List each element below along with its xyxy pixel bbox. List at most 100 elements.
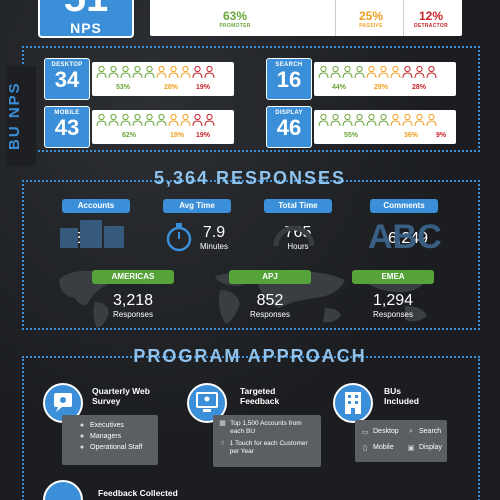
detractor-label: DETRACTOR — [414, 23, 448, 29]
stat-unit: Hours — [287, 242, 309, 251]
stat-value: 6,249 — [387, 230, 429, 247]
region-value: 1,294 — [372, 292, 414, 309]
bu-detractor-pct: 19% — [196, 84, 211, 91]
bu-tile-label: DESKTOP — [51, 62, 83, 68]
bu-tile-label: SEARCH — [275, 62, 303, 68]
display-icon: ▣ — [407, 444, 415, 452]
bus-title: BUs Included — [384, 386, 419, 406]
mobile-icon: ▯ — [363, 444, 367, 452]
program-title: PROGRAM APPROACH — [133, 346, 367, 366]
list-item: ▯ Mobile — [361, 442, 407, 453]
bu-tile-score: 43 — [54, 115, 80, 140]
promoter-label: PROMOTER — [219, 23, 251, 29]
detractor-pct: 12% — [418, 9, 444, 23]
bu-passive-pct: 28% — [164, 84, 179, 91]
region-value: 852 — [256, 292, 284, 309]
touch-icon: ☝ — [220, 440, 225, 447]
person-icon: ● — [79, 422, 85, 429]
promoter-pct: 63% — [222, 9, 248, 23]
bu-promoter-pct: 55% — [344, 132, 359, 139]
bu-breakdown-bar: 53% 28% 19% — [92, 62, 234, 96]
feedback-collected-title: Feedback Collected — [98, 488, 178, 498]
survey-icon — [43, 383, 83, 423]
abc-icon: ABC — [368, 218, 442, 250]
list-item: ▣ Display — [407, 444, 442, 452]
bu-tile-score: 34 — [54, 67, 80, 92]
passive-pct: 25% — [358, 9, 384, 23]
bu-promoter-pct: 62% — [122, 132, 137, 139]
stat-pill-comments: Comments — [370, 199, 438, 213]
list-item: ● Managers — [79, 433, 122, 440]
overall-breakdown-panel: 63% PROMOTER 25% PASSIVE 12% DETRACTOR — [150, 0, 462, 36]
list-item: ⌕ Search — [407, 426, 447, 437]
bu-tile-display: DISPLAY 46 — [266, 106, 312, 148]
stopwatch-icon — [166, 223, 192, 252]
region-pill-emea: EMEA — [352, 270, 434, 284]
stat-unit: Minutes — [199, 242, 228, 251]
survey-card: ● Executives ● Managers ● Operational Staff — [62, 415, 158, 465]
stat-value-block: 7.9 Minutes — [174, 224, 254, 251]
calendar-icon: ▦ — [219, 420, 226, 427]
bu-passive-pct: 19% — [170, 132, 185, 139]
bu-detractor-pct: 28% — [412, 84, 427, 91]
feedback-title: Targeted Feedback — [240, 386, 280, 406]
bu-tile-label: DISPLAY — [275, 110, 303, 116]
stat-value-block: 6,249 — [368, 230, 448, 248]
stat-value: 7.9 — [202, 224, 226, 241]
desktop-icon: ▭ — [361, 428, 369, 436]
responses-section — [22, 180, 480, 330]
bu-tile-mobile: MOBILE 43 — [44, 106, 90, 148]
list-item: ● Operational Staff — [79, 444, 143, 451]
overall-nps-score: 51 — [40, 0, 132, 18]
responses-title: 5,364 RESPONSES — [153, 168, 347, 188]
bus-icon — [333, 383, 373, 423]
survey-title: Quarterly Web Survey — [92, 386, 150, 406]
bus-card: ▭ Desktop ⌕ Search ▯ Mobile ▣ Display — [355, 420, 447, 462]
bu-detractor-pct: 19% — [196, 132, 211, 139]
search-icon: ⌕ — [409, 427, 413, 435]
region-stat: 3,218 Responses — [93, 292, 173, 319]
buildings-icon — [60, 220, 124, 248]
gauge-icon — [273, 225, 315, 247]
region-unit: Responses — [112, 310, 154, 319]
bu-detractor-pct: 9% — [436, 132, 447, 139]
people-icons — [96, 114, 215, 126]
person-icon: ● — [79, 433, 85, 440]
bu-tile-score: 16 — [276, 67, 302, 92]
bu-breakdown-bar: 55% 36% 9% — [314, 110, 456, 144]
region-pill-apj: APJ — [229, 270, 311, 284]
bu-tile-label: MOBILE — [54, 110, 80, 116]
region-stat: 1,294 Responses — [353, 292, 433, 319]
bu-passive-pct: 36% — [404, 132, 419, 139]
people-icons — [318, 66, 437, 78]
list-item: ● Executives — [79, 422, 124, 429]
program-section — [22, 356, 480, 500]
stat-pill-total-time: Total Time — [264, 199, 332, 213]
bu-tile-score: 46 — [276, 115, 302, 140]
stat-pill-avg-time: Avg Time — [163, 199, 231, 213]
overall-nps-tile: 51 NPS — [38, 0, 134, 38]
feedback-card: ▦ Top 1,500 Accounts from each BU ☝ 1 Touc… — [213, 415, 321, 467]
feedback-icon — [187, 383, 227, 423]
bu-tile-desktop: DESKTOP 34 — [44, 58, 90, 100]
region-unit: Responses — [249, 310, 291, 319]
list-item: ▭ Desktop — [361, 428, 399, 436]
bu-promoter-pct: 53% — [116, 84, 131, 91]
people-icons — [96, 66, 215, 78]
passive-label: PASSIVE — [359, 23, 383, 29]
list-item: ☝ 1 Touch for each Customer per Year — [220, 440, 308, 455]
bu-passive-pct: 28% — [374, 84, 389, 91]
bu-nps-title: BU NPS — [6, 66, 36, 166]
stat-pill-accounts: Accounts — [62, 199, 130, 213]
person-icon: ● — [79, 444, 85, 451]
bu-breakdown-bar: 44% 28% 28% — [314, 62, 456, 96]
region-unit: Responses — [372, 310, 414, 319]
region-value: 3,218 — [112, 292, 154, 309]
region-pill-americas: AMERICAS — [92, 270, 174, 284]
region-stat: 852 Responses — [230, 292, 310, 319]
svg-text:ABC: ABC — [368, 218, 442, 250]
bu-breakdown-bar: 62% 19% 19% — [92, 110, 234, 144]
people-icons — [318, 114, 437, 126]
bu-tile-search: SEARCH 16 — [266, 58, 312, 100]
list-item: ▦ Top 1,500 Accounts from each BU — [219, 420, 302, 435]
